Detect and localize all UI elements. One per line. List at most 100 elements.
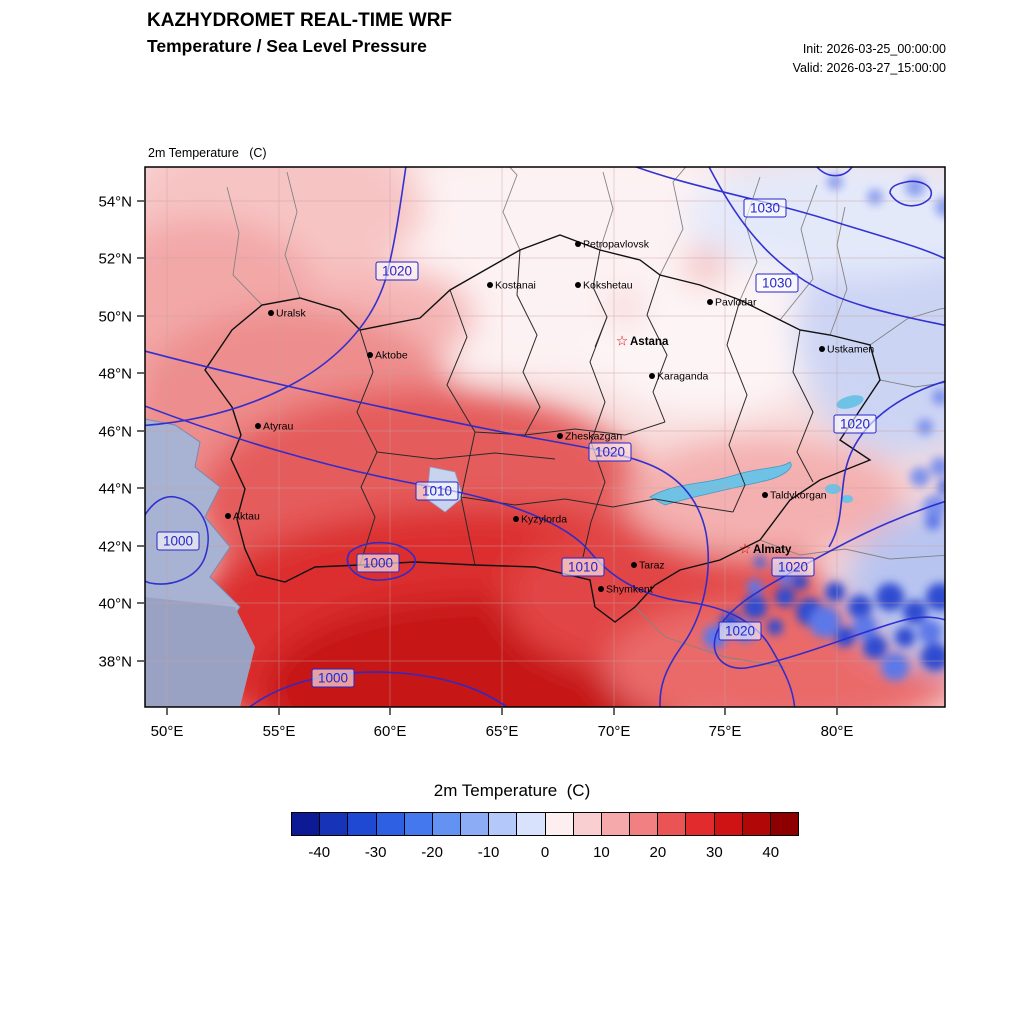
capital-label: Almaty <box>753 544 792 556</box>
colorbar <box>291 812 799 836</box>
city-label: Zheskazgan <box>565 431 622 443</box>
city-label: Karaganda <box>657 371 709 383</box>
longitude-axis: 50°E 55°E 60°E 65°E 70°E 75°E 80°E <box>151 708 853 740</box>
lat-tick-label: 50°N <box>98 309 132 326</box>
pressure-label: 1010 <box>568 560 598 575</box>
colorbar-segment <box>601 813 631 835</box>
pressure-label-box <box>718 621 762 641</box>
lat-tick-label: 42°N <box>98 539 132 556</box>
colorbar-segment <box>292 813 321 835</box>
city-label: Pavlodar <box>715 297 757 309</box>
colorbar-segment <box>770 813 799 835</box>
map-frame <box>144 166 946 708</box>
colorbar-segment <box>658 813 687 835</box>
pressure-labels: 1030 1020 1030 1020 1020 1010 1000 1000 1010 1020… <box>156 198 877 688</box>
city-dot <box>649 373 655 379</box>
city-dot <box>707 299 713 305</box>
colorbar-tick-label: 0 <box>540 844 550 861</box>
city-dot <box>598 586 604 592</box>
city-label: Taraz <box>639 560 665 572</box>
city-dot <box>255 423 261 429</box>
pressure-label-box <box>415 481 459 501</box>
city-label: Kostanai <box>495 280 536 292</box>
city-dot <box>487 282 493 288</box>
colorbar-tick-label: -20 <box>421 844 443 861</box>
city-dot <box>513 516 519 522</box>
colorbar-segment <box>545 813 574 835</box>
colorbar-tick-label: -10 <box>477 844 500 861</box>
lon-tick-label: 75°E <box>709 723 742 740</box>
colorbar-segment <box>742 813 771 835</box>
colorbar-tick-label: 40 <box>762 844 780 861</box>
page-title: KAZHYDROMET REAL-TIME WRF <box>147 10 453 31</box>
pressure-label-box <box>588 442 632 462</box>
temperature-field <box>145 167 945 707</box>
colorbar-segment <box>320 813 349 835</box>
kazakhstan-border <box>204 234 881 623</box>
lake-zaysan <box>836 395 864 409</box>
pressure-label-box <box>375 261 419 281</box>
graticule <box>145 167 945 707</box>
pressure-label-box <box>743 198 787 218</box>
run-info: Init: 2026-03-25_00:00:00 Valid: 2026-03… <box>793 40 946 78</box>
pressure-label-box <box>311 668 355 688</box>
colorbar-tick-label: -30 <box>364 844 387 861</box>
init-time: Init: 2026-03-25_00:00:00 <box>802 42 946 56</box>
pressure-label: 1020 <box>595 445 625 460</box>
lon-tick-label: 55°E <box>263 723 296 740</box>
pressure-label: 1030 <box>762 276 792 291</box>
colorbar-segment <box>376 813 405 835</box>
colorbar-tick-label: 30 <box>705 844 723 861</box>
city-label: Kyzylorda <box>521 514 567 526</box>
city-label: Aktobe <box>375 350 408 362</box>
colorbar-segment <box>630 813 659 835</box>
city-label: Atyrau <box>263 421 294 433</box>
colorbar-tick-label: 10 <box>593 844 610 861</box>
pressure-label-box <box>833 414 877 434</box>
lat-tick-label: 48°N <box>98 366 132 383</box>
valid-time: Valid: 2026-03-27_15:00:00 <box>792 60 946 75</box>
city-dot <box>631 562 637 568</box>
capital-star-icon: ☆ <box>616 333 629 349</box>
city-dot <box>268 310 274 316</box>
pressure-label: 1020 <box>382 264 412 279</box>
pressure-label-box <box>356 553 400 573</box>
city-dot <box>225 513 231 519</box>
weather-map: 1030 1020 1030 1020 1020 1010 1000 1000 1010 1020… <box>98 166 946 740</box>
city-label: Petropavlovsk <box>583 239 650 251</box>
latitude-axis: 54°N 52°N 50°N 48°N 46°N 44°N 42°N 40°N 38°N <box>98 194 144 671</box>
colorbar-segment <box>517 813 546 835</box>
lon-tick-label: 65°E <box>486 723 519 740</box>
lat-tick-label: 40°N <box>98 596 132 613</box>
city-label: Shymkent <box>606 584 653 596</box>
colorbar-ticks: -40 -30 -20 -10 0 10 20 30 40 <box>291 844 799 864</box>
pressure-label-box <box>755 273 799 293</box>
colorbar-segment <box>404 813 433 835</box>
city-label: Aktau <box>233 511 260 523</box>
colorbar-tick-label: -40 <box>308 844 331 861</box>
colorbar-title: 2m Temperature (C) <box>433 781 591 800</box>
city-dot <box>575 282 581 288</box>
lon-tick-label: 70°E <box>598 723 631 740</box>
pressure-label-box <box>156 531 200 551</box>
city-dot <box>762 492 768 498</box>
lon-tick-label: 50°E <box>151 723 184 740</box>
city-label: Taldykorgan <box>770 490 827 502</box>
isobars <box>145 167 945 707</box>
city-dot <box>367 352 373 358</box>
map-plot-area: 1030 1020 1030 1020 1020 1010 1000 1000 1010 1020… <box>144 166 946 708</box>
pressure-label: 1030 <box>750 201 780 216</box>
lat-tick-label: 38°N <box>98 654 132 671</box>
colorbar-segment <box>686 813 715 835</box>
lat-tick-label: 44°N <box>98 481 132 498</box>
field-label-temperature: 2m Temperature (C) <box>148 146 267 160</box>
city-dot <box>819 346 825 352</box>
lon-tick-label: 60°E <box>374 723 407 740</box>
lake-alakol-2 <box>841 495 853 503</box>
pressure-label: 1020 <box>778 560 808 575</box>
lake-alakol <box>825 484 841 494</box>
capital-star-icon: ☆ <box>739 541 752 557</box>
city-markers: Petropavlovsk Kostanai Kokshetau Pavlodar Ur… <box>225 239 874 596</box>
pressure-label: 1020 <box>840 417 870 432</box>
